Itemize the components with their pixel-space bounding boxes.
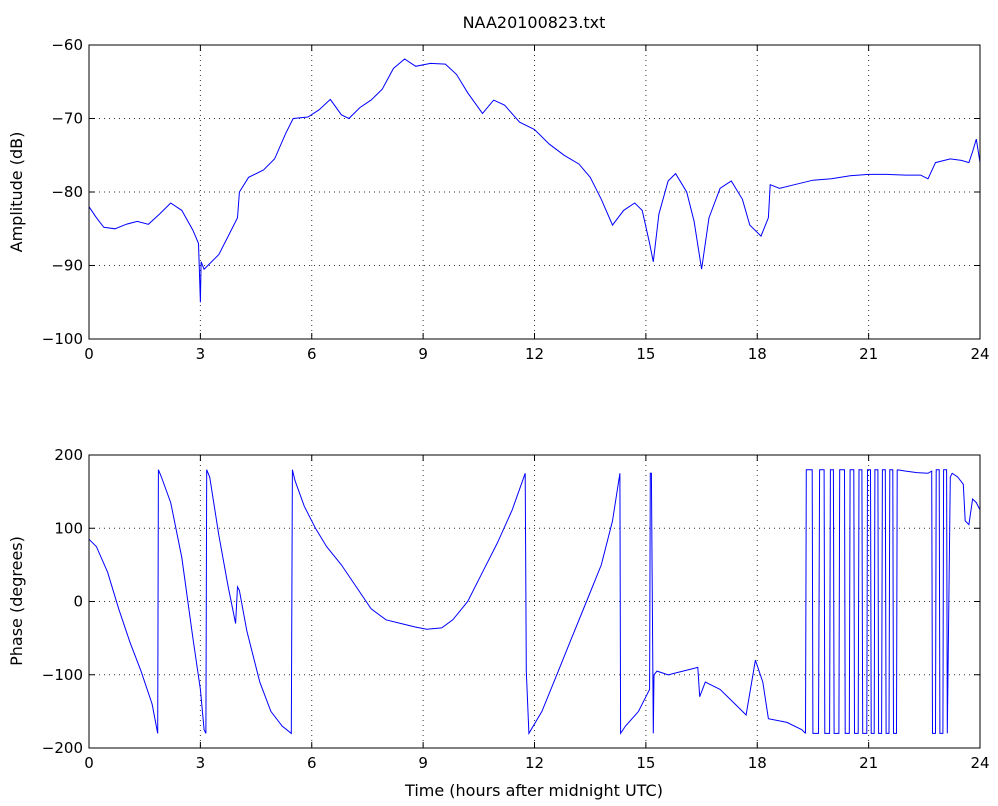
amplitude-y-tick-label--80: −80 (51, 183, 83, 201)
phase-series-line-0 (88, 469, 806, 736)
phase-axis-label: Phase (degrees) (7, 536, 26, 666)
phase-panel: 0 3 6 9 12 15 18 21 24 −200 −100 0 100 200 (42, 446, 990, 772)
phase-series-line-2 (897, 469, 981, 734)
amplitude-x-tick-label-12: 12 (525, 345, 544, 363)
phase-x-tick-label-9: 9 (418, 754, 428, 772)
amplitude-panel: 0 3 6 9 12 15 18 21 24 −100 −90 −80 −70 −60 (42, 36, 990, 363)
phase-series-line-1 (805, 469, 898, 734)
amplitude-x-tick-label-24: 24 (970, 345, 989, 363)
time-axis-label: Time (hours after midnight UTC) (404, 781, 663, 800)
phase-x-tick-label-18: 18 (748, 754, 767, 772)
phase-x-tick-label-0: 0 (84, 754, 94, 772)
amplitude-x-tick-label-9: 9 (418, 345, 428, 363)
phase-x-tick-label-21: 21 (859, 754, 878, 772)
phase-y-tick-label--100: −100 (42, 666, 83, 684)
phase-y-tick-label--200: −200 (42, 739, 83, 757)
phase-x-tick-label-6: 6 (307, 754, 317, 772)
amplitude-x-tick-label-15: 15 (636, 345, 655, 363)
phase-x-tick-label-12: 12 (525, 754, 544, 772)
phase-y-tick-label-200: 200 (54, 446, 83, 464)
phase-x-tick-label-15: 15 (636, 754, 655, 772)
phase-x-tick-label-3: 3 (196, 754, 206, 772)
phase-x-tick-label-24: 24 (970, 754, 989, 772)
amplitude-x-tick-label-0: 0 (84, 345, 94, 363)
amplitude-x-tick-label-3: 3 (196, 345, 206, 363)
chart-title: NAA20100823.txt (463, 13, 606, 32)
amplitude-x-tick-label-21: 21 (859, 345, 878, 363)
amplitude-series-line-0 (88, 58, 981, 303)
amplitude-y-tick-label--60: −60 (51, 36, 83, 54)
amplitude-y-tick-label--70: −70 (51, 110, 83, 128)
amplitude-x-tick-label-18: 18 (748, 345, 767, 363)
amplitude-x-tick-label-6: 6 (307, 345, 317, 363)
phase-y-tick-label-100: 100 (54, 519, 83, 537)
amplitude-y-tick-label--100: −100 (42, 330, 83, 348)
phase-y-tick-label-0: 0 (73, 593, 83, 611)
amplitude-axis-label: Amplitude (dB) (7, 132, 26, 253)
amplitude-y-tick-label--90: −90 (51, 257, 83, 275)
